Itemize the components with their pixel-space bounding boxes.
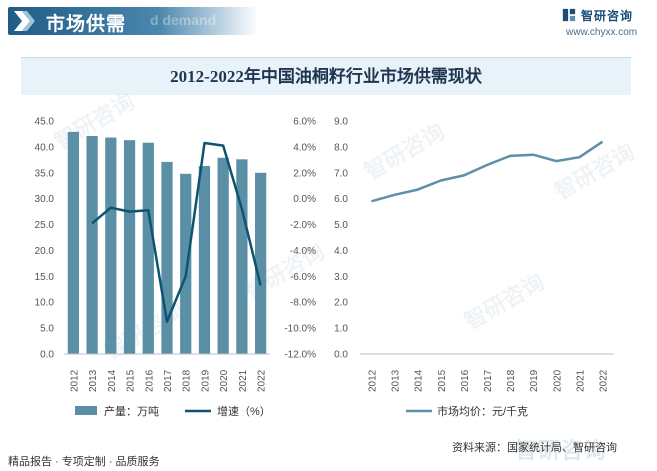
chart-title: 2012-2022年中国油桐籽行业市场供需现状	[170, 67, 482, 86]
x-tick-label: 2019	[529, 369, 540, 392]
y2-tick-label: 4.0%	[293, 142, 316, 153]
header-watermark: d demand	[150, 12, 217, 28]
y-tick-label: 0.0	[334, 350, 348, 361]
y-tick-label: 20.0	[35, 246, 55, 257]
y2-tick-label: -4.0%	[290, 246, 316, 257]
x-tick-label: 2021	[238, 369, 249, 392]
x-tick-label: 2014	[107, 369, 118, 392]
section-title: 市场供需	[46, 14, 127, 35]
bar	[255, 172, 267, 354]
x-tick-label: 2018	[506, 369, 517, 392]
y2-tick-label: 2.0%	[293, 168, 316, 179]
x-tick-label: 2020	[219, 369, 230, 392]
bar	[67, 131, 79, 354]
y-tick-label: 3.0	[334, 272, 348, 283]
x-tick-label: 2021	[575, 369, 586, 392]
bar	[236, 159, 248, 354]
y2-tick-label: -2.0%	[290, 220, 316, 231]
x-tick-label: 2014	[414, 369, 425, 392]
brand-url: www.chyxx.com	[566, 27, 638, 38]
y-tick-label: 5.0	[334, 220, 348, 231]
y-tick-label: 5.0	[40, 324, 54, 335]
x-tick-label: 2013	[391, 369, 402, 392]
x-tick-label: 2016	[144, 369, 155, 392]
y2-tick-label: 6.0%	[293, 117, 316, 128]
y-tick-label: 0.0	[40, 350, 54, 361]
y2-tick-label: -10.0%	[284, 324, 316, 335]
bar	[217, 157, 229, 354]
y-tick-label: 1.0	[334, 324, 348, 335]
x-tick-label: 2017	[483, 369, 494, 392]
bar	[198, 166, 211, 354]
y-tick-label: 35.0	[35, 168, 55, 179]
bar	[161, 161, 173, 354]
growth-series-line	[91, 141, 262, 323]
x-tick-label: 2012	[69, 369, 80, 392]
bar	[105, 137, 117, 354]
brand-name: 智研咨询	[581, 9, 634, 23]
y2-tick-label: -6.0%	[290, 272, 316, 283]
y-tick-label: 4.0	[334, 246, 348, 257]
bar	[142, 142, 154, 354]
brand-logo-icon	[562, 8, 576, 22]
legend-label-price: 市场均价：元/千克	[437, 404, 528, 418]
legend-swatch-bar	[75, 406, 97, 415]
price-series-line	[371, 140, 604, 203]
bar	[123, 140, 136, 354]
watermark-text: 智研咨询	[460, 269, 549, 335]
x-tick-label: 2019	[200, 369, 211, 392]
y2-tick-label: -8.0%	[290, 298, 316, 309]
chart-title-box: 2012-2022年中国油桐籽行业市场供需现状	[21, 57, 631, 95]
y-tick-label: 15.0	[35, 272, 55, 283]
y-tick-label: 40.0	[35, 142, 55, 153]
x-tick-label: 2022	[257, 369, 268, 392]
legend-label-growth: 增速（%）	[217, 404, 271, 418]
y-tick-label: 45.0	[35, 117, 55, 128]
header-bar	[8, 7, 258, 35]
x-tick-label: 2012	[368, 369, 379, 392]
y-tick-label: 6.0	[334, 194, 348, 205]
bar	[180, 173, 192, 354]
y2-tick-label: -12.0%	[284, 350, 316, 361]
y-tick-label: 9.0	[334, 117, 348, 128]
x-tick-label: 2018	[182, 369, 193, 392]
x-tick-label: 2013	[88, 369, 99, 392]
footer-watermark: 智研咨询	[515, 438, 608, 463]
x-tick-label: 2015	[126, 369, 137, 392]
y-tick-label: 7.0	[334, 168, 348, 179]
watermark-text: 智研咨询	[360, 119, 449, 185]
y2-tick-label: 0.0%	[293, 194, 316, 205]
bar	[86, 136, 98, 354]
y-tick-label: 8.0	[334, 142, 348, 153]
x-tick-label: 2017	[163, 369, 174, 392]
x-tick-label: 2022	[598, 369, 609, 392]
y-tick-label: 25.0	[35, 220, 55, 231]
y-tick-label: 10.0	[35, 298, 55, 309]
x-tick-label: 2015	[437, 369, 448, 392]
footer-source: 资料来源：国家统计局、智研咨询	[452, 442, 617, 454]
y-tick-label: 30.0	[35, 194, 55, 205]
x-tick-label: 2020	[552, 369, 563, 392]
y-tick-label: 2.0	[334, 298, 348, 309]
legend-label-output: 产量：万吨	[104, 404, 159, 418]
footer-tagline: 精品报告 · 专项定制 · 品质服务	[8, 456, 160, 468]
chevron-right-icon	[14, 11, 35, 31]
x-tick-label: 2016	[460, 369, 471, 392]
